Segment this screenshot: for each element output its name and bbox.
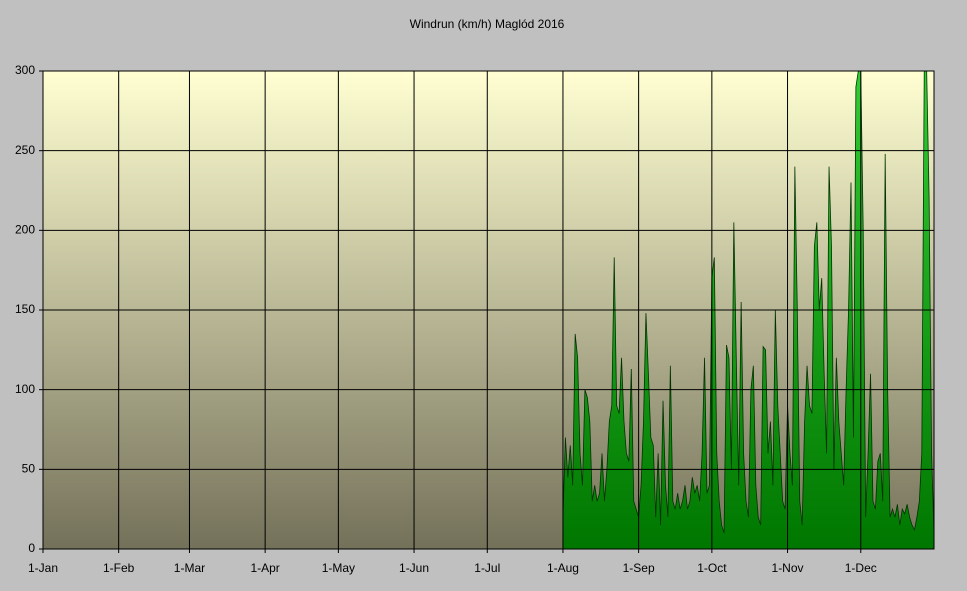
- y-tick-label: 100: [15, 382, 35, 396]
- x-tick-label: 1-Feb: [103, 561, 135, 575]
- x-tick-label: 1-Oct: [697, 561, 727, 575]
- x-tick-label: 1-Nov: [772, 561, 804, 575]
- area-line: [562, 70, 935, 534]
- x-tick-label: 1-Sep: [623, 561, 655, 575]
- y-tick-label: 250: [15, 143, 35, 157]
- x-tick-label: 1-Jul: [474, 561, 500, 575]
- y-tick-label: 0: [28, 541, 35, 555]
- x-tick-label: 1-Aug: [547, 561, 579, 575]
- plot-border: [42, 70, 935, 550]
- y-tick-label: 150: [15, 302, 35, 316]
- y-tick-label: 200: [15, 223, 35, 237]
- x-tick-label: 1-Dec: [845, 561, 877, 575]
- chart-title: Windrun (km/h) Maglód 2016: [410, 17, 565, 31]
- y-tick-label: 300: [15, 63, 35, 77]
- x-tick-label: 1-Apr: [250, 561, 279, 575]
- x-tick-label: 1-May: [322, 561, 355, 575]
- x-tick-label: 1-Mar: [174, 561, 205, 575]
- x-tick-label: 1-Jun: [399, 561, 429, 575]
- x-tick-label: 1-Jan: [28, 561, 58, 575]
- y-tick-label: 50: [22, 462, 36, 476]
